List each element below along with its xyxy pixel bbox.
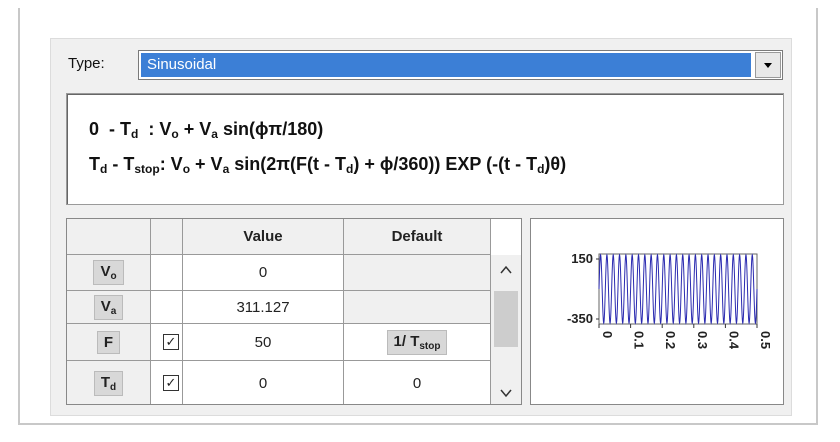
formula-box: 0 - Td : Vo + Va sin(ϕπ/180) Td - Tstop: … — [66, 93, 784, 205]
x-tick-label: 0.2 — [663, 331, 678, 349]
header-text: Default — [391, 228, 443, 245]
x-tick-label: 0.4 — [726, 331, 741, 350]
subscript: a — [110, 305, 117, 317]
text: : V — [138, 119, 172, 139]
window-frame — [18, 8, 818, 425]
check-cell — [151, 291, 183, 324]
text: sin(ϕπ/180) — [217, 119, 324, 139]
text: T — [100, 373, 111, 391]
subscript: o — [182, 162, 191, 176]
row-label[interactable]: F — [96, 330, 121, 354]
checkbox[interactable]: ✓ — [163, 334, 179, 350]
check-cell: ✓ — [151, 324, 183, 361]
default-cell: 0 — [344, 361, 491, 404]
row-label[interactable]: Vo — [93, 260, 124, 285]
value-cell: 0 — [183, 361, 344, 404]
check-cell: ✓ — [151, 361, 183, 404]
value-text: 50 — [254, 333, 272, 351]
subscript: d — [346, 162, 354, 176]
row-header: Td — [67, 361, 151, 404]
dropdown-button[interactable] — [755, 52, 781, 78]
text: + V — [190, 154, 223, 174]
dropdown-value: Sinusoidal — [141, 53, 751, 77]
formula-line: 0 - Td : Vo + Va sin(ϕπ/180) — [89, 114, 783, 149]
text: - T — [107, 154, 135, 174]
type-dropdown[interactable]: Sinusoidal — [138, 50, 783, 80]
subscript: d — [110, 381, 117, 393]
text: V — [100, 297, 111, 315]
x-tick-label: 0.5 — [758, 331, 773, 349]
subscript: a — [211, 127, 218, 141]
text: sin(2π(F(t - T — [229, 154, 347, 174]
value-text: 311.127 — [236, 298, 290, 316]
value-cell: 50 — [183, 324, 344, 361]
subscript: a — [222, 162, 230, 176]
default-cell — [344, 255, 491, 291]
preview-chart: 150 -350 0 0.1 0.2 0.3 0.4 0.5 — [567, 251, 773, 350]
text: + V — [178, 119, 212, 139]
waveform — [598, 253, 758, 325]
x-tick-label: 0.1 — [632, 331, 647, 349]
header-text: Value — [243, 228, 283, 245]
subscript: o — [110, 271, 117, 282]
y-tick-label: 150 — [571, 251, 593, 266]
row-label[interactable]: Td — [93, 370, 124, 396]
row-header: F — [67, 324, 151, 361]
text: ) + ϕ/360)) EXP (-(t - T — [353, 154, 538, 174]
value-cell: 0 — [183, 255, 344, 291]
text: T — [89, 154, 100, 174]
row-header: Vo — [67, 255, 151, 291]
x-tick-label: 0 — [600, 331, 615, 338]
row-header: Va — [67, 291, 151, 324]
column-header: Default — [344, 219, 491, 255]
value-text: 0 — [258, 374, 268, 392]
subscript: d — [537, 162, 545, 176]
subscript: stop — [419, 340, 441, 352]
type-label: Type: — [68, 55, 105, 72]
checkbox[interactable]: ✓ — [163, 375, 179, 391]
subscript: o — [171, 127, 179, 141]
subscript: stop — [134, 162, 160, 176]
default-cell — [344, 291, 491, 324]
default-button[interactable]: 1/ Tstop — [386, 329, 448, 355]
text: )θ) — [544, 154, 567, 174]
value-text: 0 — [258, 264, 268, 281]
text: 0 - T — [89, 119, 132, 139]
header-cell — [67, 219, 151, 255]
dropdown-arrow — [764, 63, 772, 68]
y-tick-label: -350 — [567, 311, 593, 326]
scrollbar[interactable] — [491, 255, 521, 404]
subscript: d — [100, 162, 108, 176]
text: V — [100, 263, 111, 280]
text: F — [103, 333, 114, 351]
scrollbar-graphic — [494, 265, 518, 398]
formula-line: Td - Tstop: Vo + Va sin(2π(F(t - Td) + ϕ… — [89, 149, 783, 184]
subscript: d — [131, 127, 139, 141]
text: 0 — [412, 374, 422, 392]
x-tick-label: 0.3 — [695, 331, 710, 349]
default-cell: 1/ Tstop — [344, 324, 491, 361]
value-cell: 311.127 — [183, 291, 344, 324]
column-header: Value — [183, 219, 344, 255]
check-cell — [151, 255, 183, 291]
waveform-preview: 150 -350 0 0.1 0.2 0.3 0.4 0.5 — [530, 218, 784, 405]
text: : V — [159, 154, 183, 174]
parameter-table: Value Default Vo 0 Va 311.127 F ✓ 50 1/ Tstop Td ✓ 0… — [66, 218, 522, 405]
header-cell — [151, 219, 183, 255]
row-label[interactable]: Va — [93, 294, 124, 320]
text: 1/ T — [393, 332, 420, 350]
